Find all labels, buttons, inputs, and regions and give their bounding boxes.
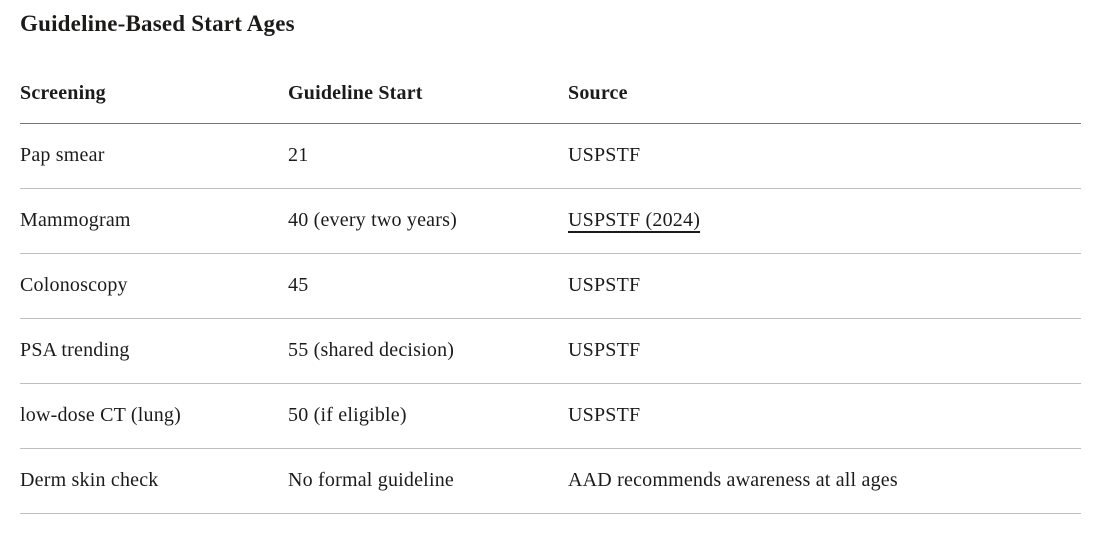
cell-screening: Mammogram	[20, 188, 288, 254]
cell-source: USPSTF (2024)	[568, 188, 1081, 254]
source-link[interactable]: USPSTF (2024)	[568, 209, 701, 231]
cell-source: AAD recommends awareness at all ages	[568, 448, 1081, 514]
cell-source: USPSTF	[568, 123, 1081, 189]
table-row: Derm skin check No formal guideline AAD …	[20, 448, 1081, 514]
cell-screening: Pap smear	[20, 123, 288, 189]
table-row: Colonoscopy 45 USPSTF	[20, 253, 1081, 319]
cell-screening: low-dose CT (lung)	[20, 383, 288, 449]
table-row: Mammogram 40 (every two years) USPSTF (2…	[20, 188, 1081, 254]
cell-source: USPSTF	[568, 253, 1081, 319]
cell-screening: Colonoscopy	[20, 253, 288, 319]
cell-screening: PSA trending	[20, 318, 288, 384]
column-header-screening: Screening	[20, 83, 288, 124]
page-title: Guideline-Based Start Ages	[20, 11, 295, 36]
guideline-start-ages-table: Screening Guideline Start Source Pap sme…	[20, 83, 1081, 514]
cell-guideline-start: 21	[288, 123, 568, 189]
table-row: Pap smear 21 USPSTF	[20, 123, 1081, 189]
column-header-guideline-start: Guideline Start	[288, 83, 568, 124]
cell-guideline-start: 45	[288, 253, 568, 319]
cell-screening: Derm skin check	[20, 448, 288, 514]
table-row: PSA trending 55 (shared decision) USPSTF	[20, 318, 1081, 384]
column-header-source: Source	[568, 83, 1081, 124]
cell-guideline-start: 50 (if eligible)	[288, 383, 568, 449]
table-row: low-dose CT (lung) 50 (if eligible) USPS…	[20, 383, 1081, 449]
cell-guideline-start: 40 (every two years)	[288, 188, 568, 254]
cell-source: USPSTF	[568, 383, 1081, 449]
table-header-row: Screening Guideline Start Source	[20, 83, 1081, 124]
cell-guideline-start: 55 (shared decision)	[288, 318, 568, 384]
cell-source: USPSTF	[568, 318, 1081, 384]
cell-guideline-start: No formal guideline	[288, 448, 568, 514]
